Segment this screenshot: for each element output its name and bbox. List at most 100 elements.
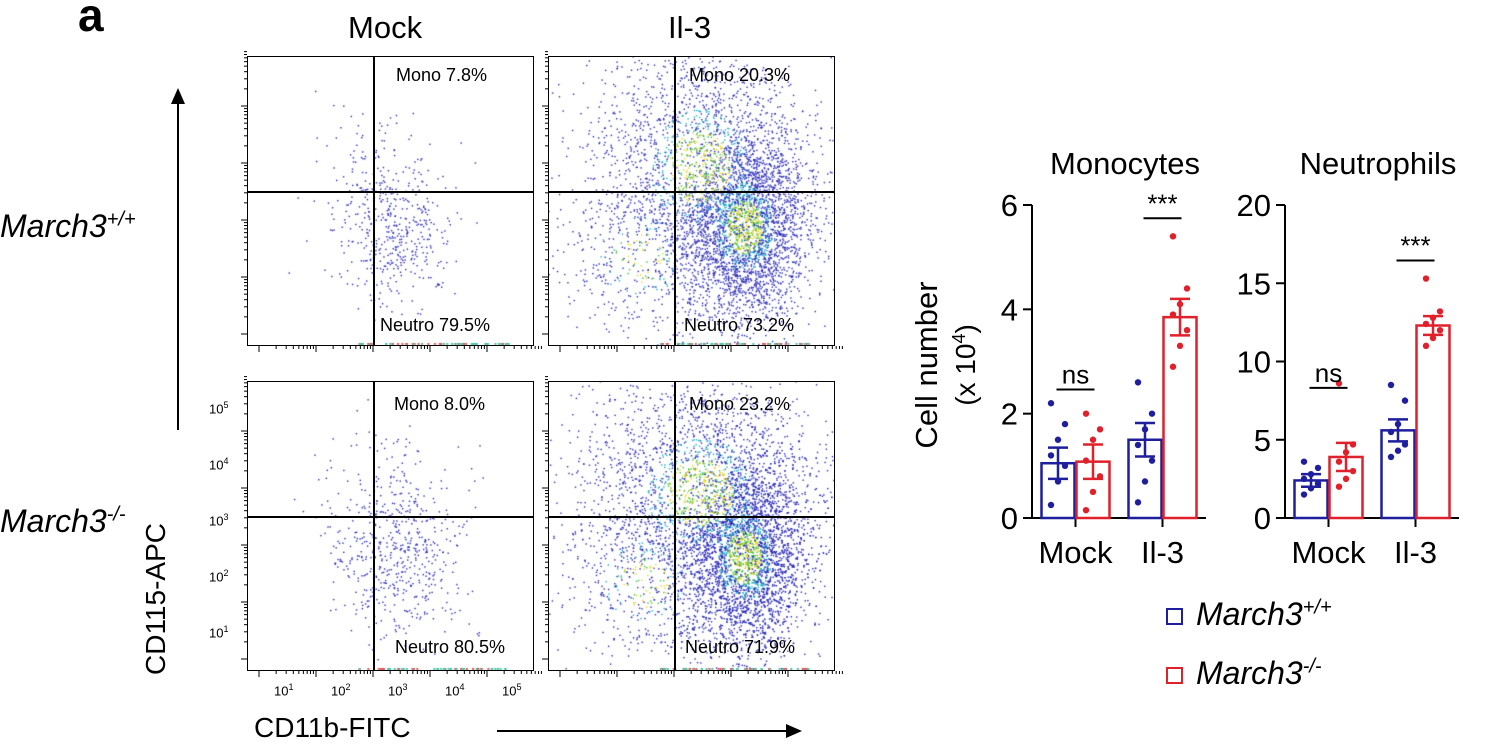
significance-label: ns <box>1062 359 1089 389</box>
x-tick-label: Il-3 <box>1141 535 1184 570</box>
data-point <box>1387 381 1395 389</box>
data-point <box>1394 420 1402 428</box>
data-point <box>1387 453 1395 461</box>
flow-dots <box>248 57 533 345</box>
significance-label: *** <box>1400 231 1430 261</box>
flow-dots <box>549 57 834 345</box>
flow-plot-ko-mock: Mono 8.0% Neutro 80.5% <box>247 381 534 671</box>
y-tick-label: 0 <box>1001 501 1018 536</box>
flow-tick-marks <box>241 51 843 677</box>
y-tick-label: 10 <box>1237 345 1271 380</box>
data-point <box>1096 426 1104 433</box>
neutro-percent: Neutro 71.9% <box>685 637 796 657</box>
flow-xtick-label: 102 <box>331 682 351 699</box>
x-tick-label: Mock <box>1291 535 1366 570</box>
y-tick-label: 2 <box>1001 397 1018 432</box>
legend-swatch-wildtype <box>1166 608 1183 625</box>
flow-plot-wt-il3: Mono 20.3% Neutro 73.2% <box>548 56 835 346</box>
data-point <box>1335 483 1343 490</box>
flow-xtick-label: 104 <box>445 682 465 699</box>
data-point <box>1387 428 1395 436</box>
data-point <box>1422 320 1430 328</box>
data-point <box>1082 457 1090 464</box>
flow-y-axis-title: CD115-APC <box>140 523 171 675</box>
data-point <box>1436 327 1444 334</box>
data-point <box>1134 379 1142 386</box>
flow-plot-ko-il3: Mono 23.2% Neutro 71.9% <box>548 381 835 671</box>
data-point <box>1314 464 1322 472</box>
gate-horizontal-line <box>248 191 533 193</box>
data-point <box>1169 311 1177 318</box>
data-point <box>1300 491 1308 498</box>
data-point <box>1047 501 1055 509</box>
data-point <box>1349 441 1357 448</box>
row-label-wildtype: March3+/+ <box>0 208 136 244</box>
mono-percent: Mono 7.8% <box>396 65 488 85</box>
data-point <box>1436 308 1444 315</box>
data-point <box>1148 457 1156 464</box>
bar-y-axis-title: Cell number <box>909 281 944 448</box>
y-tick-label: 20 <box>1237 188 1271 223</box>
y-arrow-head <box>171 88 185 104</box>
significance-label: ns <box>1315 358 1342 388</box>
data-point <box>1401 441 1409 448</box>
neutro-percent: Neutro 79.5% <box>380 315 491 335</box>
chart-monocytes: Monocytes 0 2 4 6 Mock ns Il-3 *** <box>1001 146 1206 570</box>
flow-x-axis-title: CD11b-FITC <box>254 712 411 743</box>
data-point <box>1089 436 1097 443</box>
data-point <box>1047 400 1055 407</box>
legend-swatch-knockout <box>1166 667 1183 684</box>
gate-vertical-line <box>373 57 375 345</box>
bar <box>1415 324 1451 520</box>
gate-vertical-line <box>373 382 375 670</box>
flow-ytick-label: 103 <box>209 512 229 529</box>
gate-vertical-line <box>674 382 676 670</box>
gate-horizontal-line <box>248 516 533 518</box>
flow-xtick-label: 105 <box>502 682 522 699</box>
flow-plot-wt-mock: Mono 7.8% Neutro 79.5% <box>247 56 534 346</box>
x-arrow-head <box>786 724 802 738</box>
data-point <box>1176 300 1184 308</box>
column-title-mock: Mock <box>348 10 423 45</box>
panel-label: a <box>78 0 104 41</box>
y-tick-label: 6 <box>1001 188 1018 223</box>
data-point <box>1429 334 1437 342</box>
data-point <box>1422 342 1430 350</box>
data-point <box>1300 458 1308 465</box>
data-point <box>1183 285 1191 292</box>
data-point <box>1134 441 1142 449</box>
data-point <box>1134 499 1142 506</box>
flow-dots <box>248 382 533 670</box>
chart-neutrophils: Neutrophils 0 5 10 15 20 Mock ns Il-3 *** <box>1237 146 1459 570</box>
flow-ytick-label: 102 <box>209 568 229 585</box>
y-tick-label: 0 <box>1254 501 1271 536</box>
data-point <box>1148 410 1156 417</box>
bar-y-axis-unit: (x 104) <box>949 324 981 406</box>
neutro-percent: Neutro 80.5% <box>395 637 506 657</box>
data-point <box>1183 327 1191 334</box>
data-point <box>1169 233 1177 240</box>
data-point <box>1047 452 1055 459</box>
data-point <box>1176 342 1184 350</box>
data-point <box>1061 462 1069 470</box>
data-point <box>1061 420 1069 428</box>
data-point <box>1141 478 1149 485</box>
data-point <box>1054 478 1062 485</box>
y-tick-label: 15 <box>1237 266 1271 301</box>
gate-vertical-line <box>674 57 676 345</box>
x-tick-label: Mock <box>1038 535 1113 570</box>
data-point <box>1169 363 1177 370</box>
data-point <box>1141 426 1149 433</box>
flow-xtick-label: 101 <box>274 682 294 699</box>
chart-title: Monocytes <box>1050 146 1200 181</box>
x-tick-label: Il-3 <box>1394 535 1437 570</box>
legend-label-knockout: March3-/- <box>1196 655 1322 691</box>
data-point <box>1342 475 1350 483</box>
data-point <box>1349 467 1357 475</box>
y-tick-label: 5 <box>1254 423 1271 458</box>
chart-title: Neutrophils <box>1300 146 1457 181</box>
data-point <box>1096 473 1104 480</box>
data-point <box>1089 488 1097 496</box>
data-point <box>1082 506 1090 514</box>
